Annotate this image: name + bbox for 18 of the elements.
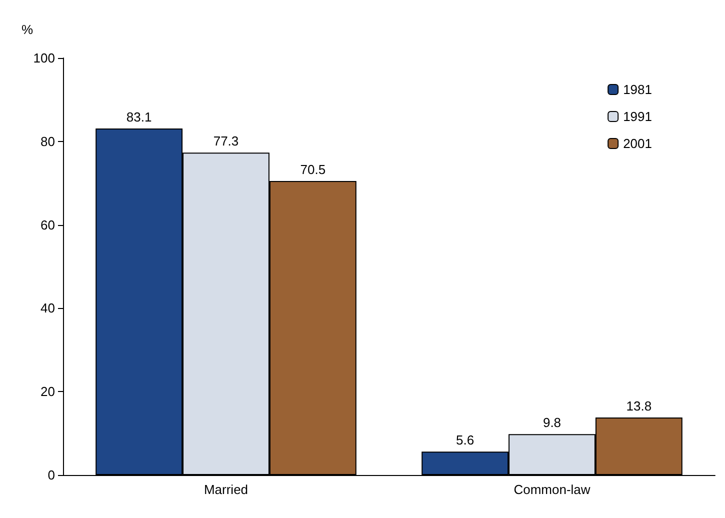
y-tick-label: 80: [40, 134, 55, 149]
data-label: 77.3: [213, 134, 239, 149]
x-tick-label: Common-law: [514, 482, 591, 497]
data-label: 70.5: [300, 162, 326, 178]
y-tick-label: 20: [40, 384, 55, 400]
data-label: 13.8: [626, 398, 652, 414]
y-axis-title: %: [21, 22, 34, 37]
y-tick-label: 100: [33, 50, 55, 66]
legend-label: 1991: [623, 109, 652, 124]
legend-label: 2001: [623, 136, 652, 151]
data-label: 5.6: [456, 432, 474, 448]
data-label: 9.8: [542, 415, 562, 430]
legend-label: 1981: [623, 82, 652, 97]
y-tick-label: 60: [40, 217, 55, 232]
x-tick-label: Married: [204, 482, 248, 497]
data-label: 83.1: [126, 109, 152, 124]
y-tick-label: 40: [40, 300, 55, 316]
y-tick-label: 0: [48, 468, 55, 482]
